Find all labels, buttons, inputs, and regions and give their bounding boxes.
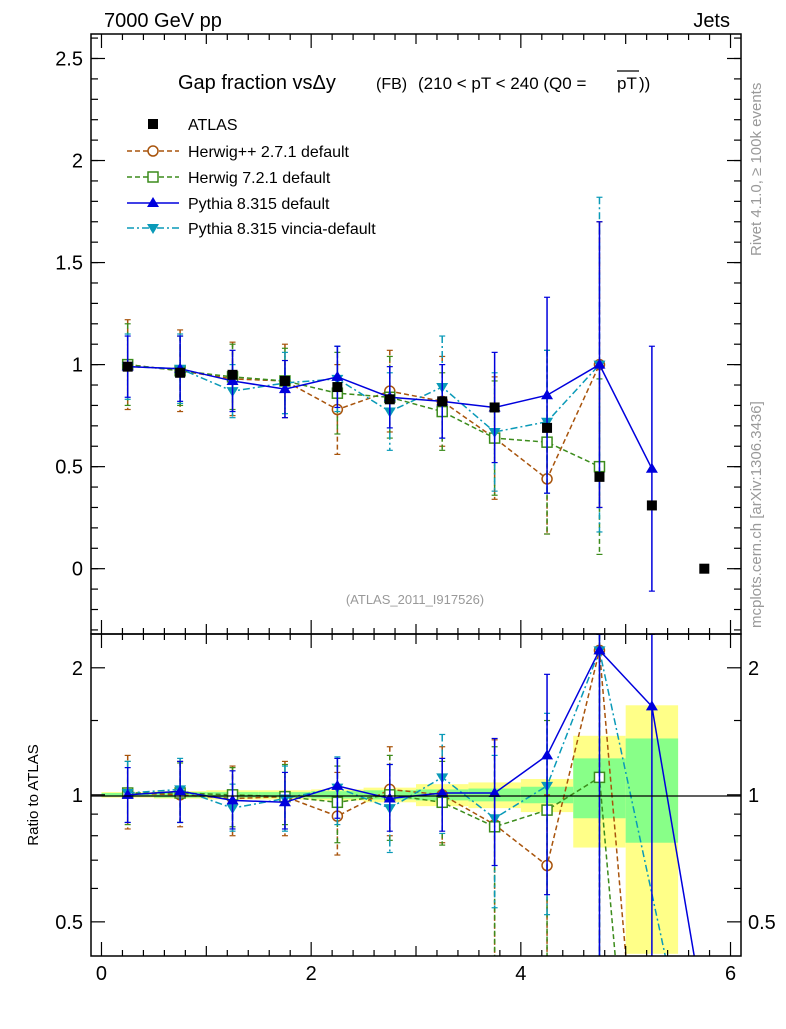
- legend-vincia-label: Pythia 8.315 vincia-default: [188, 221, 376, 238]
- ratio-xtick-label-6: 6: [725, 963, 736, 985]
- main-panel-data: [121, 196, 710, 592]
- title-fb: (FB): [376, 76, 407, 93]
- title-main: Gap fraction vsΔy: [178, 72, 336, 94]
- main-pythia-point-8: [541, 389, 554, 400]
- main-ytick-label-1.5: 1.5: [55, 253, 83, 275]
- ratio-pythia-point-6: [436, 786, 449, 797]
- main-series-vincia: [121, 196, 606, 533]
- ratio-pythia-point-7: [488, 786, 501, 797]
- main-atlas-point-10: [646, 500, 657, 511]
- main-ytick-label-0: 0: [72, 559, 83, 581]
- title-close: )): [639, 74, 650, 93]
- main-pythia-point-4: [331, 370, 344, 381]
- main-atlas-point-8: [542, 422, 553, 433]
- legend-item-atlas: ATLAS: [148, 117, 238, 134]
- main-atlas-point-9: [594, 471, 605, 482]
- title-range: (210 < pT < 240 (Q0 =: [418, 74, 586, 93]
- ratio-pythia-point-8: [541, 749, 554, 760]
- main-pythia-point-9: [593, 358, 606, 369]
- header-left-label: 7000 GeV pp: [104, 10, 222, 32]
- main-atlas-point-0: [122, 361, 133, 372]
- legend-herwig7-label: Herwig 7.2.1 default: [188, 170, 331, 187]
- legend-atlas-label: ATLAS: [188, 117, 238, 134]
- ratio-herwigpp-line: [127, 650, 627, 956]
- main-series-herwigpp: [121, 221, 606, 535]
- main-atlas-point-5: [384, 394, 395, 405]
- ratio-ytick-label-left-1: 1: [72, 785, 83, 807]
- main-atlas-point-4: [332, 382, 343, 393]
- rivet-version-label: Rivet 4.1.0, ≥ 100k events: [748, 83, 765, 256]
- main-ytick-label-2: 2: [72, 151, 83, 173]
- main-atlas-point-11: [699, 563, 710, 574]
- ratio-xtick-label-4: 4: [515, 963, 526, 985]
- main-series-pythia: [121, 221, 658, 592]
- ratio-herwig7-line: [127, 776, 616, 956]
- header-right-label: Jets: [693, 10, 730, 32]
- main-herwigpp-line: [127, 363, 601, 481]
- main-pythia-point-3: [278, 383, 291, 394]
- ratio-ytick-label-right-0.5: 0.5: [748, 912, 776, 934]
- legend-herwigpp-marker: [147, 145, 159, 157]
- main-vincia-line: [127, 364, 601, 433]
- ratio-pythia-point-10: [645, 700, 658, 711]
- legend-item-herwigpp: Herwig++ 2.7.1 default: [127, 144, 350, 161]
- ratio-series-herwig7: [121, 634, 616, 956]
- main-series-atlas: [122, 361, 710, 574]
- main-ytick-label-1: 1: [72, 355, 83, 377]
- analysis-label: (ATLAS_2011_I917526): [346, 592, 484, 607]
- ratio-ytick-label-left-2: 2: [72, 658, 83, 680]
- main-title: Gap fraction vsΔy (FB) (210 < pT < 240 (…: [178, 70, 650, 94]
- main-atlas-point-3: [279, 375, 290, 386]
- ratio-pythia-point-9: [593, 644, 606, 655]
- main-ytick-label-0.5: 0.5: [55, 457, 83, 479]
- main-atlas-point-6: [437, 396, 448, 407]
- legend-herwigpp-label: Herwig++ 2.7.1 default: [188, 144, 350, 161]
- ratio-pythia-point-4: [331, 779, 344, 790]
- main-herwig7-line: [127, 363, 600, 468]
- main-pythia-point-10: [645, 462, 658, 473]
- ratio-ytick-label-right-1: 1: [748, 785, 759, 807]
- legend-pythia-label: Pythia 8.315 default: [188, 196, 330, 213]
- legend-item-vincia: Pythia 8.315 vincia-default: [127, 221, 376, 238]
- ratio-xtick-label-2: 2: [306, 963, 317, 985]
- ratio-pythia-point-3: [278, 796, 291, 807]
- ratio-ylabel: Ratio to ATLAS: [25, 744, 42, 845]
- ratio-xtick-label-0: 0: [96, 963, 107, 985]
- legend-atlas-marker: [148, 119, 158, 129]
- main-atlas-point-1: [175, 367, 186, 378]
- ratio-pythia-point-2: [226, 794, 239, 805]
- ratio-series-herwigpp: [121, 634, 627, 956]
- legend-pythia-marker: [147, 197, 159, 207]
- legend-vincia-marker: [147, 224, 159, 234]
- title-pt-bar: pT: [617, 74, 637, 93]
- ratio-ytick-label-left-0.5: 0.5: [55, 912, 83, 934]
- ratio-pythia-point-5: [383, 792, 396, 803]
- ratio-ytick-label-right-2: 2: [748, 658, 759, 680]
- main-atlas-point-7: [489, 402, 500, 413]
- legend-item-herwig7: Herwig 7.2.1 default: [127, 170, 331, 187]
- main-atlas-point-2: [227, 369, 238, 380]
- axes-ticks: 0 0.5 1 1.5 2 2.5 0.5 0.5 1 1 2 2 0 2 4 6: [55, 34, 776, 985]
- legend: ATLAS Herwig++ 2.7.1 default Herwig 7.2.1 …: [127, 117, 376, 238]
- mcplots-label: mcplots.cern.ch [arXiv:1306.3436]: [748, 401, 765, 628]
- main-pythia-point-2: [226, 374, 239, 385]
- legend-item-pythia: Pythia 8.315 default: [127, 196, 330, 213]
- legend-herwig7-marker: [147, 171, 159, 183]
- ratio-pythia-point-1: [174, 785, 187, 796]
- main-ytick-label-2.5: 2.5: [55, 48, 83, 70]
- main-series-herwig7: [121, 323, 606, 556]
